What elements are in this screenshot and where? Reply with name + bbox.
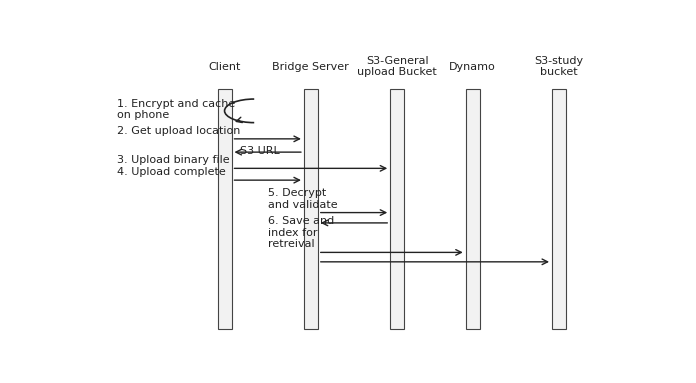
- Text: S3 URL: S3 URL: [239, 146, 280, 155]
- Text: 6. Save and
index for
retreival: 6. Save and index for retreival: [268, 216, 334, 249]
- Text: S3-General
upload Bucket: S3-General upload Bucket: [357, 56, 437, 77]
- Text: Dynamo: Dynamo: [450, 62, 496, 72]
- Text: 5. Decrypt
and validate: 5. Decrypt and validate: [268, 188, 338, 210]
- Text: 1. Encrypt and cache
on phone: 1. Encrypt and cache on phone: [117, 98, 235, 120]
- Text: 3. Upload binary file: 3. Upload binary file: [117, 155, 229, 165]
- Text: 2. Get upload location: 2. Get upload location: [117, 126, 240, 136]
- Bar: [304, 89, 318, 329]
- Bar: [218, 89, 232, 329]
- Text: Client: Client: [208, 62, 241, 72]
- Bar: [390, 89, 404, 329]
- Bar: [466, 89, 480, 329]
- Bar: [552, 89, 566, 329]
- Text: Bridge Server: Bridge Server: [272, 62, 349, 72]
- Text: S3-study
bucket: S3-study bucket: [535, 56, 583, 77]
- Text: 4. Upload complete: 4. Upload complete: [117, 167, 226, 177]
